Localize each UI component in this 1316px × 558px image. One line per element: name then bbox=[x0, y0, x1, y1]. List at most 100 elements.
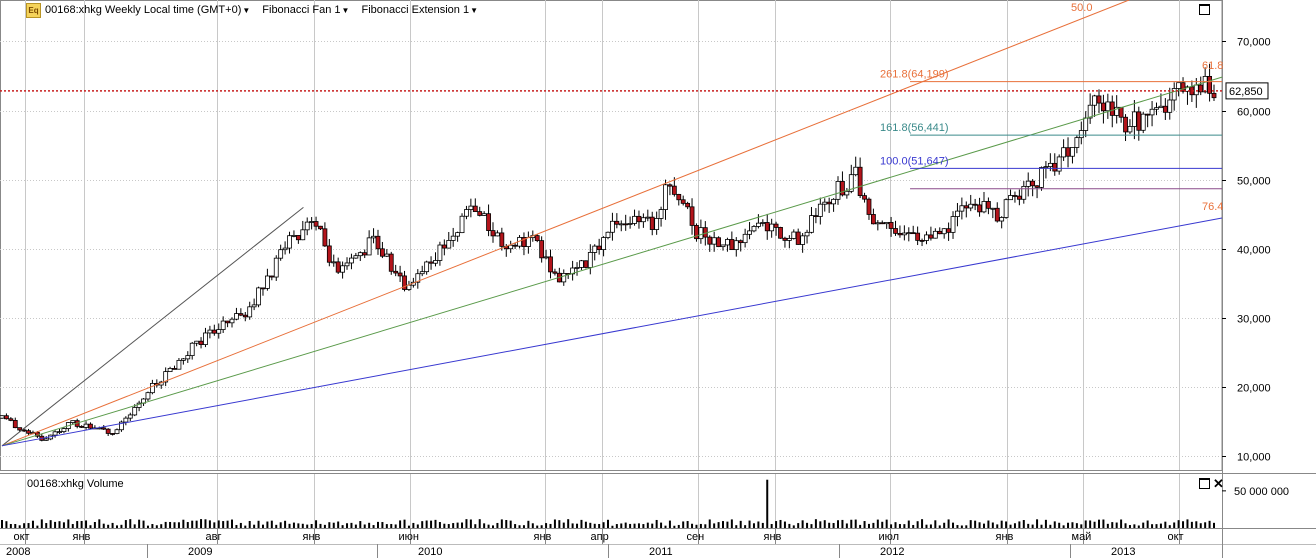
candle-body bbox=[4, 415, 9, 420]
candle-body bbox=[242, 314, 248, 318]
candle-body bbox=[43, 438, 49, 441]
candle-body bbox=[371, 235, 376, 239]
candle-body bbox=[1136, 111, 1142, 131]
candle-body bbox=[601, 237, 606, 250]
study-fibonacci-extension[interactable]: Fibonacci Extension 1▼ bbox=[361, 4, 478, 16]
candle-body bbox=[676, 193, 682, 201]
month-label: янв bbox=[996, 531, 1014, 543]
candle-body bbox=[1052, 162, 1058, 172]
candle-body bbox=[468, 205, 474, 210]
candle-body bbox=[83, 423, 89, 428]
candle-body bbox=[1202, 75, 1208, 93]
candle-body bbox=[1154, 107, 1159, 110]
candle-body bbox=[534, 235, 540, 242]
candle-body bbox=[331, 261, 337, 264]
candle-body bbox=[804, 231, 810, 237]
candle-body bbox=[132, 407, 138, 416]
candle-body bbox=[384, 253, 390, 257]
candle-body bbox=[897, 232, 903, 236]
restore-icon[interactable] bbox=[1199, 478, 1210, 489]
year-label: 2008 bbox=[6, 546, 30, 558]
candle-body bbox=[441, 244, 447, 249]
equity-icon[interactable]: Eq bbox=[26, 2, 41, 18]
candle-body bbox=[1065, 147, 1071, 157]
candle-body bbox=[1185, 86, 1190, 92]
candle-body bbox=[632, 215, 637, 224]
candle-body bbox=[963, 205, 969, 209]
candle-body bbox=[760, 222, 766, 224]
candle-body bbox=[1008, 195, 1013, 201]
candle-body bbox=[437, 244, 443, 261]
candle-body bbox=[680, 199, 686, 204]
candle-body bbox=[309, 221, 315, 223]
candle-body bbox=[105, 428, 111, 434]
candle-body bbox=[1070, 147, 1075, 157]
month-label: янв bbox=[534, 531, 552, 543]
candle-body bbox=[848, 174, 854, 192]
candle-body bbox=[234, 313, 239, 320]
month-label: авг bbox=[206, 531, 222, 543]
month-label: апр bbox=[591, 531, 609, 543]
candle-body bbox=[1198, 84, 1204, 93]
candle-body bbox=[1211, 92, 1217, 99]
candle-body bbox=[251, 304, 257, 308]
candle-body bbox=[813, 215, 819, 218]
close-icon[interactable]: ✕ bbox=[1213, 476, 1224, 491]
candle-body bbox=[614, 220, 620, 225]
candle-body bbox=[711, 237, 717, 245]
candle-body bbox=[738, 240, 744, 244]
maximize-icon[interactable] bbox=[1199, 4, 1210, 15]
candle-body bbox=[596, 245, 602, 250]
candle-body bbox=[623, 223, 629, 226]
candle-body bbox=[499, 232, 505, 247]
chevron-down-icon: ▼ bbox=[242, 6, 251, 15]
volume-bars bbox=[1, 479, 1215, 528]
month-label: июл bbox=[879, 531, 900, 543]
candle-body bbox=[901, 232, 907, 236]
chevron-down-icon: ▼ bbox=[341, 6, 350, 15]
symbol-title[interactable]: 00168:xhkg Weekly Local time (GMT+0)▼ bbox=[45, 4, 250, 16]
fib-fan-line bbox=[1, 217, 1223, 447]
candle-body bbox=[119, 421, 124, 431]
fib-fan-label: 50.0 bbox=[1071, 2, 1092, 14]
candle-body bbox=[114, 429, 120, 434]
candle-body bbox=[1003, 199, 1009, 218]
candle-body bbox=[853, 166, 859, 176]
candle-body bbox=[786, 238, 792, 241]
candle-body bbox=[344, 262, 350, 267]
candlesticks bbox=[0, 63, 1217, 442]
year-label: 2010 bbox=[418, 546, 442, 558]
candle-body bbox=[340, 265, 345, 273]
candle-body bbox=[446, 240, 452, 249]
candle-body bbox=[265, 275, 270, 289]
candle-body bbox=[260, 287, 266, 290]
study-fibonacci-fan[interactable]: Fibonacci Fan 1▼ bbox=[262, 4, 349, 16]
candle-body bbox=[1074, 137, 1080, 148]
candle-body bbox=[1158, 105, 1164, 109]
candle-body bbox=[1047, 162, 1053, 167]
candle-body bbox=[486, 213, 491, 231]
candle-body bbox=[525, 237, 531, 247]
candle-body bbox=[1105, 101, 1111, 112]
candle-body bbox=[216, 329, 222, 334]
candle-body bbox=[1025, 180, 1031, 187]
fibonacci-drawings: 50.0 61.8 76.4 261.8(64,199) 161.8(56,441) 10… bbox=[0, 0, 1223, 447]
candle-body bbox=[919, 239, 925, 242]
candle-body bbox=[326, 245, 332, 263]
candle-body bbox=[220, 320, 226, 330]
candle-body bbox=[269, 275, 275, 278]
candle-body bbox=[654, 218, 660, 230]
candle-body bbox=[552, 271, 558, 274]
candle-body bbox=[428, 261, 434, 264]
candle-body bbox=[981, 201, 987, 213]
candle-body bbox=[304, 221, 310, 231]
candle-body bbox=[636, 215, 642, 223]
candle-body bbox=[809, 215, 814, 233]
candle-body bbox=[875, 222, 881, 225]
candle-body bbox=[627, 223, 633, 225]
candle-body bbox=[791, 231, 797, 239]
candle-body bbox=[278, 249, 284, 259]
month-label: сен bbox=[687, 531, 705, 543]
y-tick-label: 70,000 bbox=[1237, 37, 1271, 49]
